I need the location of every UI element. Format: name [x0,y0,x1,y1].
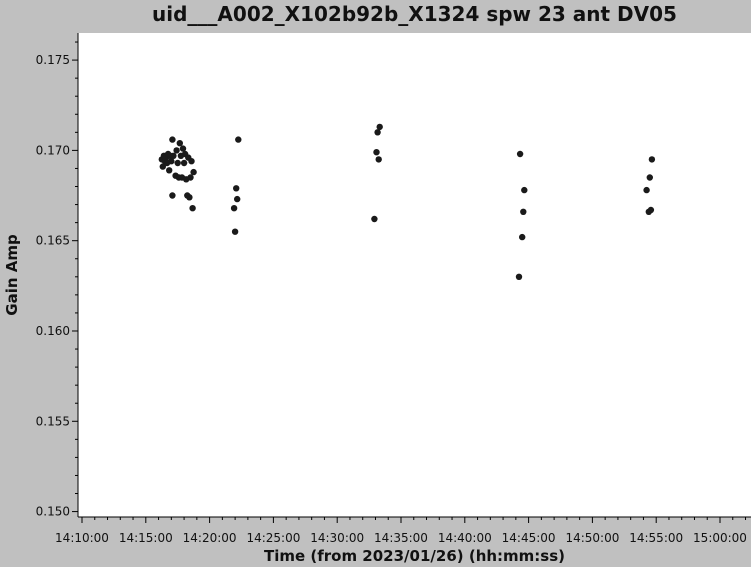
data-point [174,159,181,167]
data-point [168,158,175,165]
x-tick-label: 14:20:00 [183,531,237,545]
data-point [233,185,240,192]
data-point [647,206,655,214]
data-point [376,123,383,131]
data-point [374,129,381,136]
y-tick-label: 0.170 [36,143,70,157]
y-tick-label: 0.155 [36,414,70,428]
data-point [179,145,187,152]
data-point [180,159,188,167]
x-tick-label: 14:10:00 [55,531,109,545]
x-tick-label: 14:45:00 [502,531,556,545]
x-tick-label: 14:50:00 [565,531,619,545]
x-tick-label: 14:40:00 [438,531,492,545]
x-tick-label: 14:55:00 [629,531,683,545]
y-tick-label: 0.160 [36,324,70,338]
y-tick-label: 0.150 [36,505,70,519]
y-axis-label: Gain Amp [3,234,21,316]
data-point [520,208,527,215]
y-tick-label: 0.175 [36,53,70,67]
plot-area [78,33,751,517]
data-point [159,163,166,170]
data-point [373,149,380,156]
x-tick-label: 14:15:00 [119,531,173,545]
data-point [646,174,653,181]
data-point [187,174,194,181]
data-point [235,136,242,143]
data-point [648,156,656,163]
data-point [170,152,177,159]
data-point [189,205,196,212]
data-point [375,156,382,163]
data-point [169,136,176,143]
y-tick-label: 0.165 [36,234,70,248]
data-point [519,233,526,241]
x-tick-label: 14:35:00 [374,531,428,545]
x-axis-label: Time (from 2023/01/26) (hh:mm:ss) [263,547,566,565]
x-axis-ticks: 14:10:00 14:15:00 14:20:00 14:25:00 14:30:00… [55,517,747,545]
data-point [230,205,238,212]
data-point [190,168,197,176]
data-point [166,167,173,174]
data-point [231,228,239,235]
data-point [521,186,528,194]
data-point [515,273,523,280]
data-point [176,140,183,147]
data-points [158,123,656,280]
chart-title: uid___A002_X102b92b_X1324 spw 23 ant DV0… [152,2,677,26]
data-point [173,147,180,154]
data-point [234,195,241,203]
data-point [371,215,378,223]
data-point [516,150,524,158]
x-tick-label: 14:25:00 [246,531,300,545]
data-point [643,186,650,194]
data-point [186,194,193,201]
x-tick-label: 15:00:00 [693,531,747,545]
x-tick-label: 14:30:00 [310,531,364,545]
data-point [188,158,195,165]
data-point [169,192,176,199]
y-axis-ticks: 0.150 0.155 0.160 0.165 0.170 0.175 [36,41,78,519]
